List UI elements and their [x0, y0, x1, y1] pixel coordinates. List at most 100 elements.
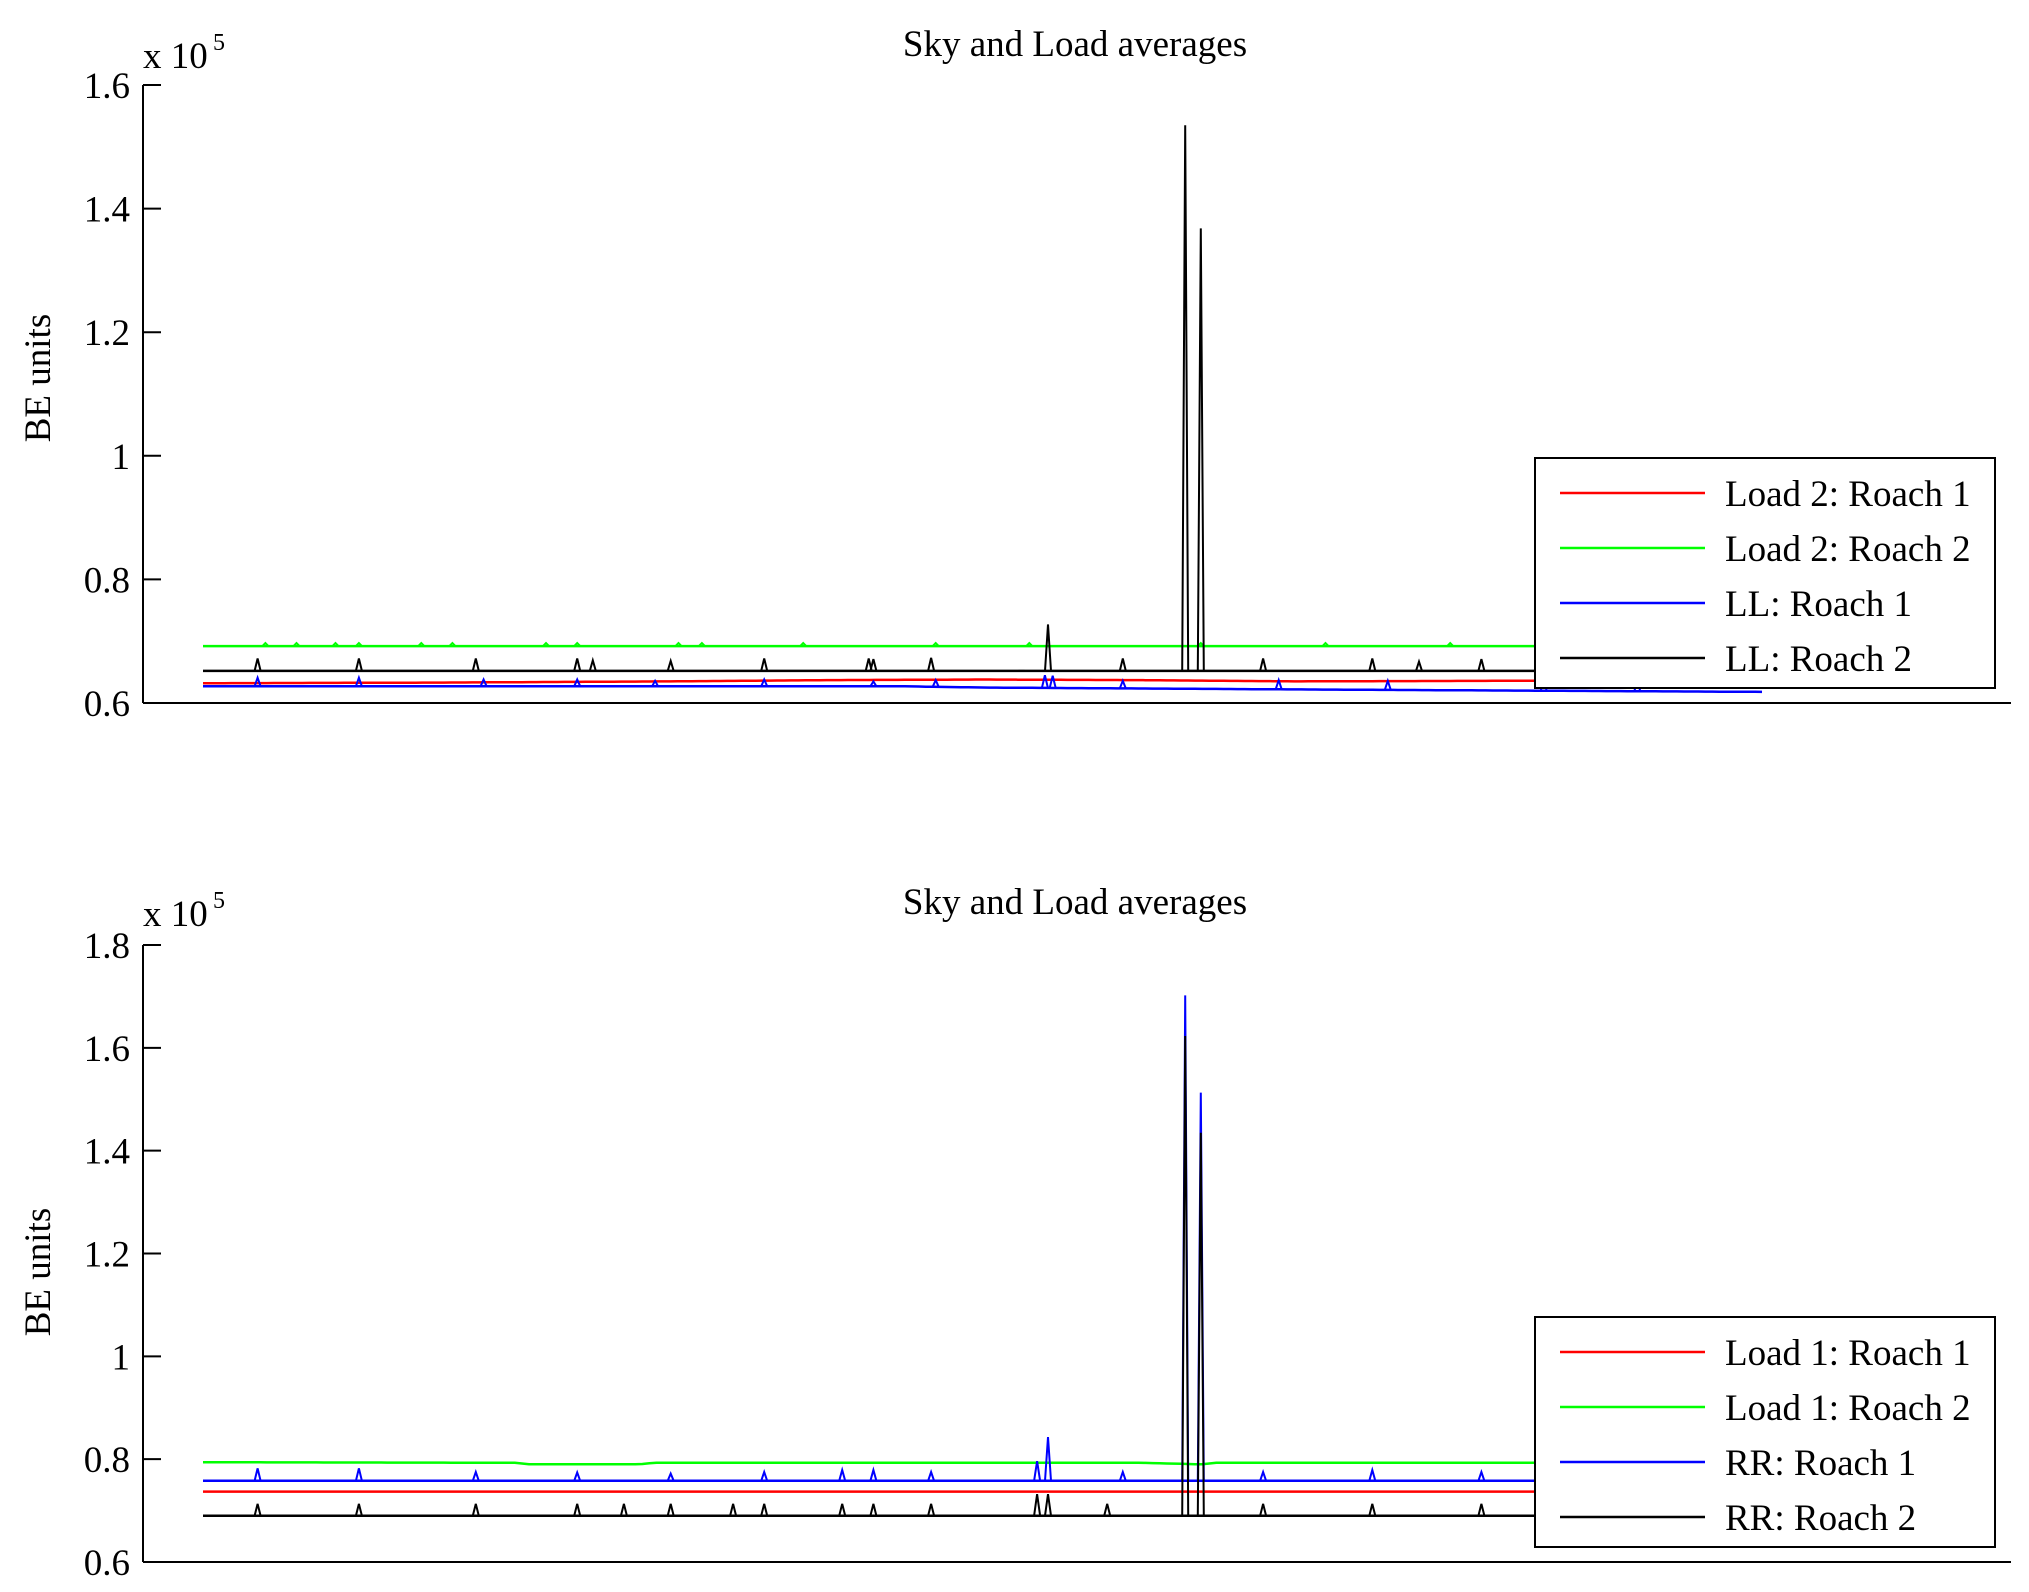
- series-spike: [1259, 1468, 1268, 1482]
- series-spike: [927, 657, 936, 672]
- y-tick-label: 0.6: [84, 1543, 130, 1584]
- series-spike: [1025, 641, 1034, 647]
- bottom-legend: Load 1: Roach 1 Load 1: Roach 2 RR: Roach …: [1534, 1316, 1996, 1548]
- series-spike: [619, 1503, 628, 1516]
- bottom-y-axis-label: BE units: [18, 1208, 59, 1337]
- legend-entry-label: Load 1: Roach 2: [1725, 1388, 1971, 1429]
- series-spike: [253, 674, 262, 687]
- series-spike: [1368, 1503, 1377, 1516]
- series-line: [203, 685, 1763, 694]
- series-spike: [931, 641, 940, 647]
- series-spike: [573, 677, 582, 687]
- series-spike: [354, 1468, 363, 1482]
- series-spike: [253, 1468, 262, 1482]
- y-tick-label: 0.8: [84, 560, 130, 601]
- series-spike: [869, 658, 878, 672]
- series-spike: [1196, 1132, 1205, 1516]
- series-spike: [927, 1468, 936, 1482]
- top-y-scale-exponent: 5: [213, 30, 225, 56]
- series-spike: [1196, 228, 1205, 671]
- y-tick-label: 1.6: [84, 1029, 130, 1070]
- series-spike: [355, 641, 363, 647]
- series-spike: [261, 641, 270, 647]
- legend-box: [1534, 1316, 1996, 1548]
- y-tick-label: 1.4: [84, 190, 130, 231]
- series-spike: [1044, 1437, 1052, 1481]
- series-spike: [1477, 1468, 1486, 1482]
- series-spike: [1368, 1466, 1377, 1482]
- legend-entry-label: LL: Roach 1: [1725, 584, 1912, 625]
- y-tick-label: 1.6: [84, 66, 130, 107]
- series-spike: [471, 1468, 480, 1482]
- series-spike: [666, 657, 675, 672]
- series-spike: [354, 658, 363, 672]
- bottom-series-group: [203, 995, 1762, 1517]
- series-spike: [417, 641, 426, 647]
- series-spike: [760, 1468, 769, 1482]
- series-spike: [471, 658, 480, 672]
- series-spike: [838, 1466, 847, 1482]
- series-spike: [1118, 678, 1127, 689]
- series-spike: [331, 641, 340, 647]
- series-spike: [1259, 1503, 1268, 1516]
- legend-entry-label: LL: Roach 2: [1725, 639, 1912, 680]
- svg-text:x 10: x 10: [143, 894, 208, 935]
- series-spike: [760, 658, 769, 672]
- bottom-chart-panel: Sky and Load averages x 10 5 BE units 0.…: [18, 882, 2011, 1584]
- series-spike: [292, 641, 301, 647]
- series-spike: [927, 1503, 936, 1516]
- series-spike: [354, 674, 363, 687]
- top-series-group: [203, 125, 1763, 694]
- series-spike: [666, 1503, 675, 1516]
- legend-entry-label: Load 1: Roach 1: [1725, 1333, 1971, 1374]
- legend-entry-label: Load 2: Roach 1: [1725, 474, 1971, 515]
- svg-text:x 10: x 10: [143, 36, 208, 77]
- legend-entry-label: Load 2: Roach 2: [1725, 529, 1971, 570]
- y-tick-label: 1: [112, 1337, 131, 1378]
- series-spike: [1044, 624, 1052, 671]
- y-tick-label: 1.2: [84, 313, 130, 354]
- series-spike: [869, 679, 878, 687]
- series-spike: [1181, 125, 1190, 671]
- bottom-y-scale-label: x 10 5: [143, 888, 225, 935]
- y-tick-label: 1.2: [84, 1235, 130, 1276]
- series-spike: [760, 677, 769, 687]
- series-spike: [573, 1469, 582, 1482]
- series-spike: [1033, 1461, 1042, 1481]
- series-spike: [666, 1471, 675, 1482]
- y-tick-label: 0.6: [84, 684, 130, 725]
- bottom-y-scale-exponent: 5: [213, 888, 225, 914]
- top-y-scale-base: x 10: [143, 36, 208, 77]
- series-spike: [838, 1503, 847, 1516]
- series-spike: [573, 1503, 582, 1516]
- series-spike: [729, 1503, 738, 1516]
- y-tick-label: 1.4: [84, 1132, 130, 1173]
- series-spike: [573, 658, 582, 672]
- series-spike: [1033, 1493, 1042, 1516]
- top-chart-title: Sky and Load averages: [903, 24, 1247, 65]
- series-spike: [799, 641, 807, 647]
- legend-box: [1534, 457, 1996, 689]
- series-spike: [573, 641, 581, 647]
- series-spike: [1044, 1493, 1052, 1516]
- y-tick-label: 1: [112, 437, 131, 478]
- top-y-ticks: 0.6 0.8 1 1.2 1.4 1.6: [84, 66, 161, 725]
- series-spike: [588, 656, 597, 672]
- series-spike: [1103, 1503, 1112, 1516]
- series-spike: [354, 1503, 363, 1516]
- series-spike: [1415, 658, 1423, 672]
- series-spike: [1383, 677, 1392, 691]
- top-y-axis-label: BE units: [18, 314, 59, 443]
- series-spike: [1477, 658, 1486, 672]
- bottom-y-ticks: 0.6 0.8 1 1.2 1.4 1.6 1.8: [84, 926, 161, 1584]
- top-chart-panel: Sky and Load averages x 10 5 BE units 0.…: [18, 24, 2011, 725]
- series-spike: [1274, 676, 1283, 690]
- series-spike: [869, 1503, 878, 1516]
- series-spike: [651, 678, 659, 687]
- series-spike: [698, 641, 706, 647]
- y-tick-label: 0.8: [84, 1440, 130, 1481]
- series-line: [203, 678, 1763, 685]
- series-spike: [869, 1466, 878, 1482]
- series-spike: [471, 1503, 480, 1516]
